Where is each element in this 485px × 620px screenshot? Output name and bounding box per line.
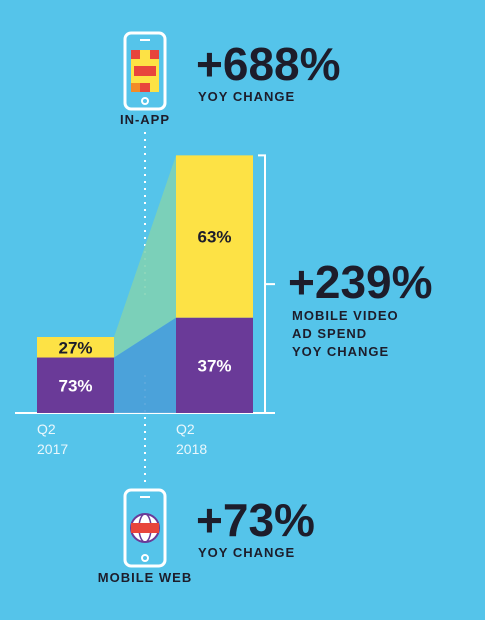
connector [114,317,176,413]
total-growth-text: AD SPEND [292,326,367,341]
x-tick-label: 2017 [37,441,68,457]
x-tick-label: Q2 [176,421,195,437]
data-label: 63% [197,228,231,247]
bracket [258,154,275,414]
data-label: 37% [197,356,231,375]
total-growth: +239% [288,256,433,308]
growth-value: +73% [196,494,315,546]
connector [114,155,176,358]
bar-segment [37,357,114,413]
bar-segment [176,317,253,413]
x-tick-label: Q2 [37,421,56,437]
growth-text: YOY CHANGE [198,89,295,104]
bar-segment [37,337,114,358]
x-tick-label: 2018 [176,441,207,457]
growth-value: +688% [196,38,341,90]
in-app-icon [123,31,167,111]
bar-segment [176,155,253,318]
legend-label: IN-APP [120,112,170,127]
data-label: 27% [58,338,92,357]
mobile-web-icon [123,488,167,568]
data-label: 73% [58,376,92,395]
growth-text: YOY CHANGE [198,545,295,560]
total-growth-text: MOBILE VIDEO [292,308,399,323]
total-growth-text: YOY CHANGE [292,344,389,359]
legend-label: MOBILE WEB [98,570,193,585]
